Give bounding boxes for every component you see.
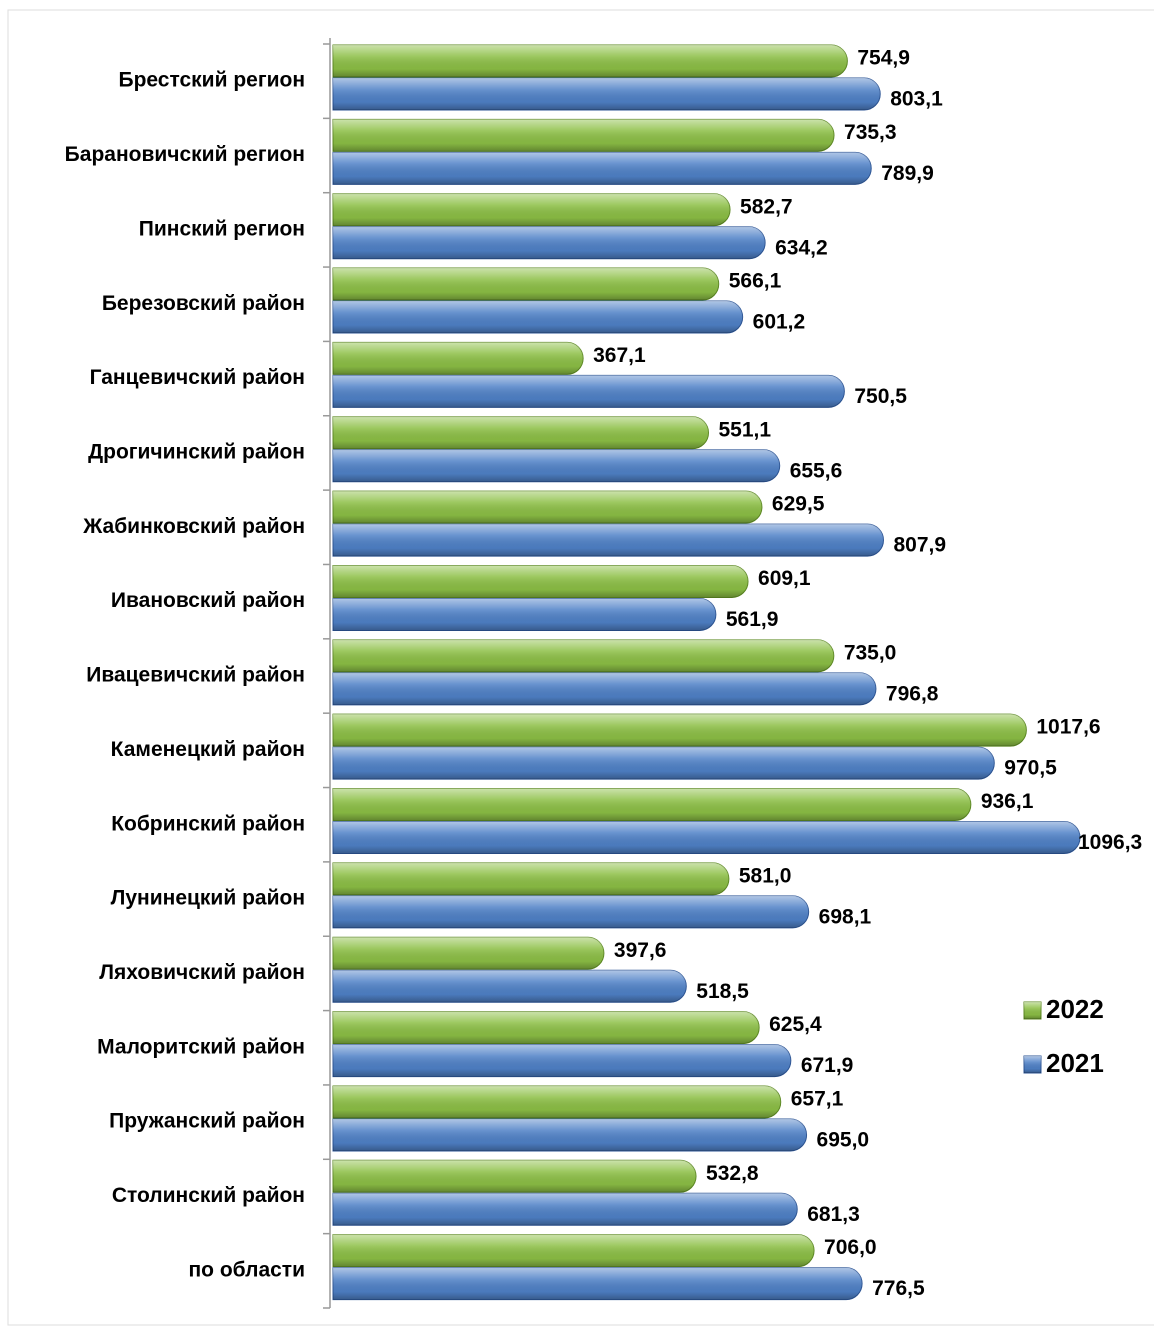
value-label: 776,5 [872,1277,925,1300]
bar-highlight [332,193,731,226]
value-label: 706,0 [824,1236,877,1259]
category-label: Пинский регион [139,217,305,240]
legend-label: 2022 [1046,994,1104,1024]
bar-highlight [333,970,687,1003]
bar-highlight [333,1011,760,1044]
value-label: 532,8 [706,1162,759,1185]
category-label: Ивановский район [111,589,305,612]
bar-highlight [333,152,872,185]
value-label: 750,5 [854,385,907,408]
bar-highlight [333,226,766,259]
frame [7,9,1154,1326]
value-label: 735,3 [844,121,897,144]
value-label: 936,1 [981,790,1034,813]
legend-swatch-highlight [1024,1056,1041,1073]
bar-highlight [333,1044,791,1077]
bar-highlight [333,747,995,780]
value-label: 970,5 [1004,757,1057,780]
bar-highlight [332,301,743,334]
bar-highlight [332,1118,807,1151]
category-label: Березовский район [102,292,305,315]
bar-highlight [333,45,848,77]
category-label: по области [188,1258,305,1281]
value-label: 551,1 [719,418,772,441]
bar-highlight [333,524,884,557]
bar-highlight [333,639,834,672]
value-label: 397,6 [614,939,667,962]
category-label: Каменецкий район [111,738,305,761]
value-label: 1017,6 [1036,716,1100,739]
bar-highlight [333,1267,863,1300]
bar-highlight [333,565,749,598]
bar-highlight [333,862,729,895]
category-label: Пружанский район [109,1110,305,1133]
value-label: 657,1 [791,1087,844,1110]
bar-highlight [333,1234,815,1267]
value-label: 1096,3 [1078,831,1142,854]
value-label: 698,1 [819,905,872,928]
value-label: 561,9 [726,608,779,631]
value-label: 582,7 [740,195,793,218]
value-label: 681,3 [807,1203,860,1226]
bar-highlight [333,1193,798,1226]
category-label: Барановичский регион [65,143,305,166]
category-label: Ивацевичский район [86,664,305,687]
legend-label: 2021 [1046,1048,1104,1078]
bar-highlight [333,1160,697,1193]
bar-highlight [333,821,1080,854]
value-label: 629,5 [772,493,825,516]
value-label: 625,4 [769,1013,822,1036]
value-label: 671,9 [801,1054,854,1077]
bar-highlight [333,342,584,375]
category-label: Дрогичинский район [88,440,305,463]
value-label: 754,9 [857,47,910,70]
bar-highlight [332,895,809,928]
bar-highlight [333,78,881,110]
value-label: 581,0 [739,864,792,887]
bar-highlight [333,268,719,301]
bar-highlight [333,1085,781,1118]
value-label: 796,8 [886,682,939,705]
value-label: 566,1 [729,270,782,293]
bar-highlight [333,449,780,482]
value-label: 807,9 [893,534,946,557]
bar-highlight [333,416,709,449]
value-label: 655,6 [790,459,843,482]
value-label: 695,0 [817,1128,870,1151]
bar-highlight [333,598,716,631]
value-label: 518,5 [696,980,749,1003]
value-label: 601,2 [753,311,806,334]
value-label: 634,2 [775,236,828,259]
value-label: 789,9 [881,162,934,185]
category-label: Брестский регион [118,69,305,92]
bar-highlight [333,937,604,970]
category-label: Лунинецкий район [111,887,305,910]
bar-highlight [333,375,845,408]
category-label: Жабинковский район [82,515,305,538]
bar-highlight [333,788,971,821]
value-label: 367,1 [593,344,646,367]
category-label: Ляховичский район [99,961,305,984]
bar-highlight [333,672,876,705]
category-label: Малоритский район [97,1035,305,1058]
category-label: Ганцевичский район [90,366,305,389]
legend-swatch-highlight [1024,1002,1041,1019]
bar-highlight [333,714,1027,747]
category-label: Кобринский район [111,812,305,835]
bar-highlight [333,491,762,524]
value-label: 803,1 [890,88,943,111]
bar-highlight [332,119,835,152]
value-label: 609,1 [758,567,811,590]
category-label: Столинский район [112,1184,305,1207]
value-label: 735,0 [844,641,897,664]
